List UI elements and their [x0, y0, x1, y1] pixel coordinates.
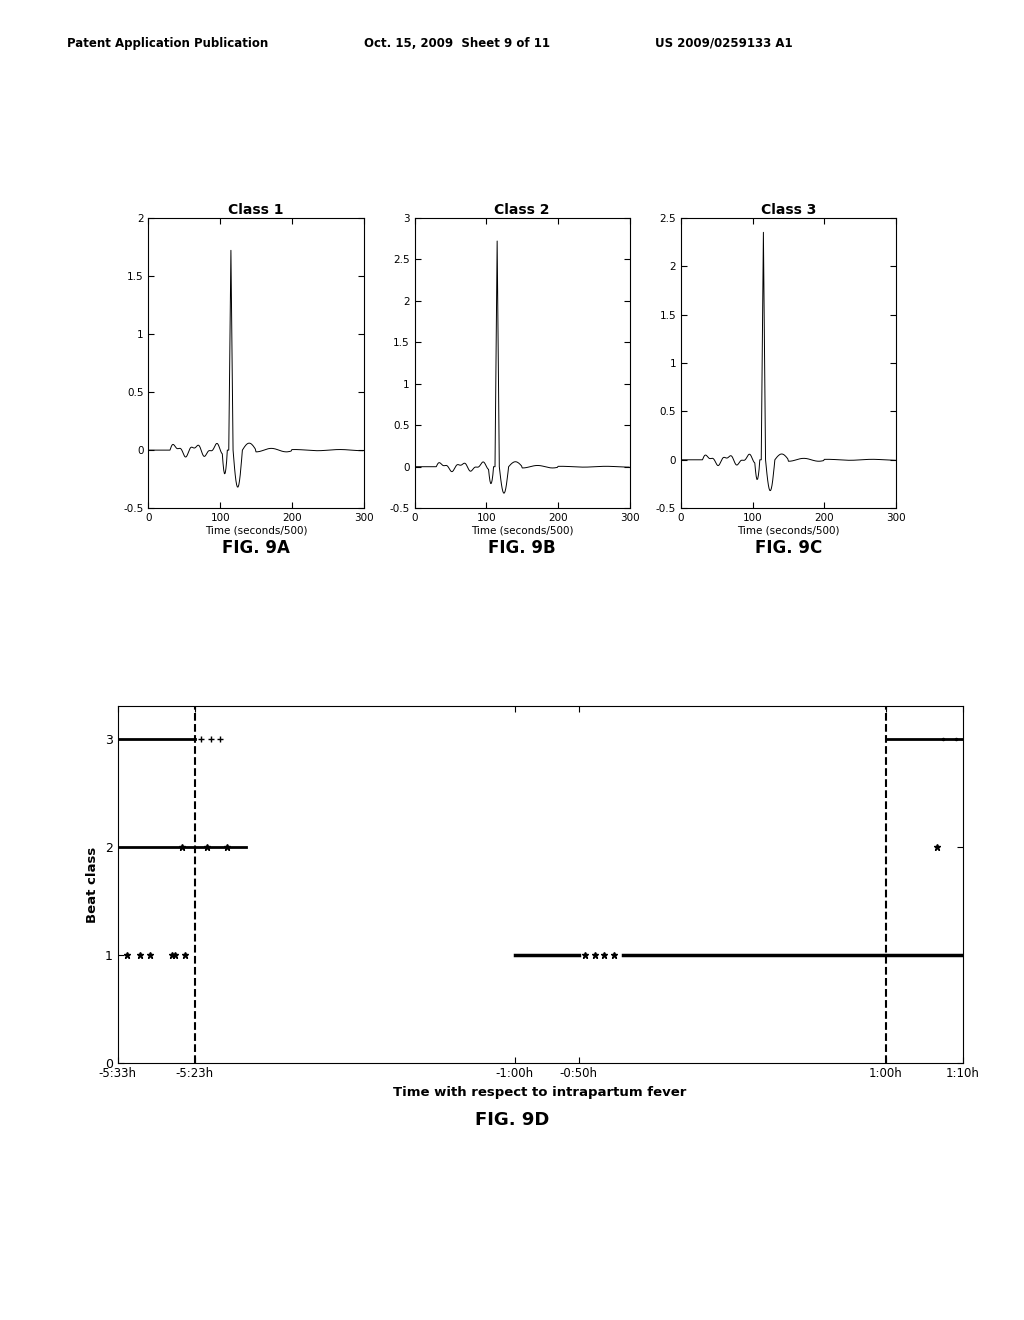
- X-axis label: Time with respect to intrapartum fever: Time with respect to intrapartum fever: [393, 1086, 687, 1100]
- X-axis label: Time (seconds/500): Time (seconds/500): [737, 525, 840, 536]
- X-axis label: Time (seconds/500): Time (seconds/500): [205, 525, 307, 536]
- Title: Class 1: Class 1: [228, 203, 284, 216]
- Title: Class 3: Class 3: [761, 203, 816, 216]
- Title: Class 2: Class 2: [495, 203, 550, 216]
- Text: Oct. 15, 2009  Sheet 9 of 11: Oct. 15, 2009 Sheet 9 of 11: [364, 37, 550, 50]
- Text: FIG. 9B: FIG. 9B: [488, 539, 556, 557]
- Text: Patent Application Publication: Patent Application Publication: [67, 37, 268, 50]
- Text: US 2009/0259133 A1: US 2009/0259133 A1: [655, 37, 793, 50]
- Text: FIG. 9D: FIG. 9D: [475, 1111, 549, 1130]
- X-axis label: Time (seconds/500): Time (seconds/500): [471, 525, 573, 536]
- Text: FIG. 9C: FIG. 9C: [755, 539, 822, 557]
- Text: FIG. 9A: FIG. 9A: [222, 539, 290, 557]
- Y-axis label: Beat class: Beat class: [86, 846, 99, 923]
